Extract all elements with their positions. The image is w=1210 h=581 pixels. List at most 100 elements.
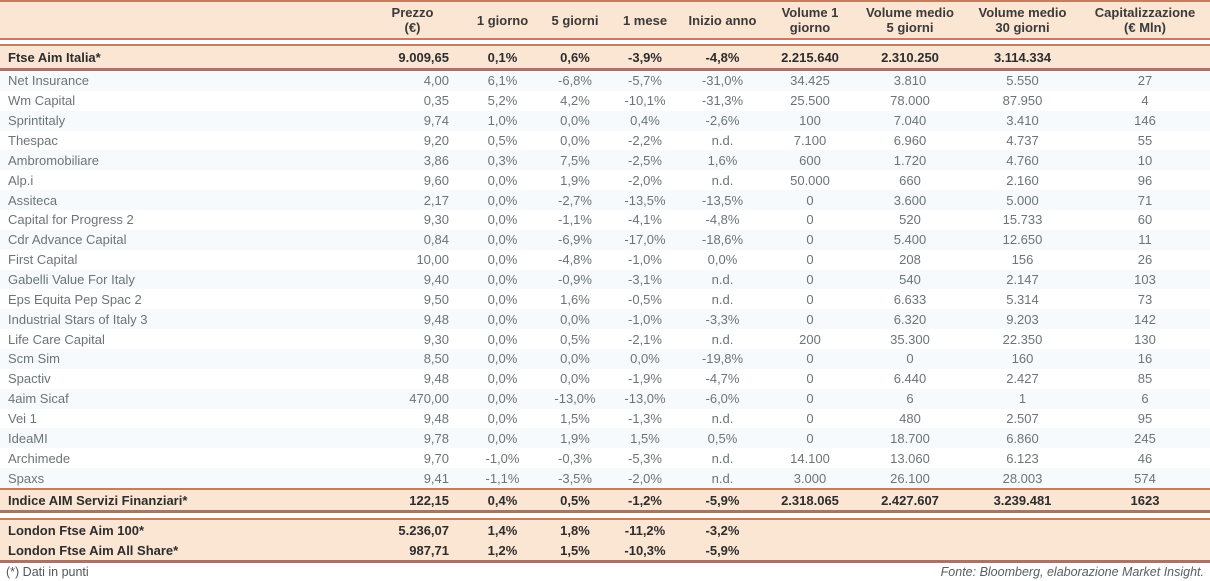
value-cell: 5.550	[1006, 73, 1039, 89]
value-cell: 1,5%	[630, 430, 660, 446]
table-row: Ambromobiliare 3,86 0,3% 7,5% -2,5% 1,6% 600 1.…	[0, 150, 1210, 171]
value-cell: -5,9%	[705, 492, 740, 508]
value-cell: 0	[806, 232, 814, 248]
table-row: Assiteca 2,17 0,0% -2,7% -13,5% -13,5% 0 3.600 5…	[0, 190, 1210, 211]
value-cell: 1	[1018, 391, 1027, 407]
value-cell: 0,0%	[560, 133, 590, 148]
value-cell: 0	[806, 291, 814, 307]
header-line: giorno	[789, 20, 831, 35]
value-cell: 14.100	[790, 450, 830, 466]
value-cell: 146	[1134, 113, 1156, 129]
value-cell: 9,48	[423, 371, 449, 387]
name-cell: Alp.i	[8, 172, 34, 188]
value-cell: -3,2%	[705, 522, 740, 538]
table-row: Life Care Capital 9,30 0,0% 0,5% -2,1% n.d. 20…	[0, 329, 1210, 349]
value-cell: -2,2%	[628, 133, 662, 148]
value-cell: 96	[1137, 172, 1153, 188]
value-cell: 6,1%	[487, 73, 518, 89]
value-cell: -3,9%	[628, 49, 662, 65]
value-cell: 0	[806, 371, 814, 387]
value-cell: 2,17	[423, 192, 449, 208]
header-gap	[0, 40, 1210, 44]
value-cell: 2.318.065	[781, 492, 839, 508]
value-cell: 7.040	[893, 113, 927, 129]
value-cell: -0,3%	[558, 450, 592, 466]
value-cell: 12.650	[1002, 232, 1043, 248]
value-cell: 2.215.640	[781, 49, 839, 65]
table-row: IdeaMI 9,78 0,0% 1,9% 1,5% 0,5% 0 18.700 6.860 24…	[0, 428, 1210, 449]
value-cell: 85	[1137, 371, 1153, 387]
header-cell: Capitalizzazione (€ Mln)	[1080, 5, 1210, 35]
section-gap	[0, 513, 1210, 518]
value-cell: 60	[1137, 212, 1153, 228]
source-credit: Fonte: Bloomberg, elaborazione Market In…	[940, 565, 1204, 579]
table-row: Industrial Stars of Italy 3 9,48 0,0% 0,0% -…	[0, 309, 1210, 330]
value-cell: -0,5%	[628, 291, 662, 307]
value-cell: 26.100	[890, 470, 930, 486]
value-cell: 3,86	[423, 152, 449, 168]
value-cell: 87.950	[1002, 93, 1043, 109]
value-cell: 26	[1137, 252, 1153, 268]
value-cell: 3.600	[893, 192, 927, 208]
value-cell: 0,0%	[487, 411, 518, 427]
value-cell: 4	[1141, 93, 1149, 109]
value-cell: 142	[1134, 311, 1156, 327]
value-cell: 1.720	[893, 152, 927, 168]
table-row: Spactiv 9,48 0,0% 0,0% -1,9% -4,7% 0 6.440 2.427…	[0, 369, 1210, 389]
value-cell: 15.733	[1002, 212, 1043, 228]
value-cell: 2.507	[1006, 411, 1039, 427]
value-cell: 9,48	[423, 311, 449, 327]
value-cell: 34.425	[790, 73, 830, 89]
value-cell: 22.350	[1002, 331, 1043, 347]
summary-row-bottom-line	[0, 510, 1210, 513]
value-cell: 0,0%	[487, 331, 518, 347]
value-cell: -3,5%	[558, 470, 592, 486]
value-cell: -2,5%	[628, 152, 662, 168]
name-cell: IdeaMI	[8, 430, 48, 446]
header-line: Inizio anno	[688, 12, 757, 28]
name-cell: Capital for Progress 2	[8, 212, 134, 228]
table-row: Archimede 9,70 -1,0% -0,3% -5,3% n.d. 14.100 13…	[0, 448, 1210, 468]
value-cell: -31,0%	[701, 73, 744, 89]
value-cell: -18,6%	[701, 232, 744, 248]
value-cell: 0,0%	[487, 212, 518, 228]
value-cell: -4,8%	[558, 252, 592, 268]
value-cell: 6.860	[1006, 430, 1039, 446]
value-cell: 0	[806, 311, 814, 327]
value-cell: 0	[806, 351, 814, 367]
value-cell: 1,8%	[560, 522, 590, 538]
value-cell: 9.203	[1006, 311, 1039, 327]
value-cell: -13,0%	[554, 391, 596, 407]
index-row-bottom-line	[0, 68, 1210, 71]
name-cell: Scm Sim	[8, 351, 60, 367]
header-cell: Volume medio 5 giorni	[855, 5, 965, 35]
value-cell: 0,1%	[487, 49, 518, 65]
value-cell: 6.633	[893, 291, 927, 307]
value-cell: 160	[1011, 351, 1034, 367]
value-cell: 0	[806, 430, 814, 446]
value-cell: 6.123	[1006, 450, 1039, 466]
value-cell: 0,0%	[487, 172, 518, 188]
value-cell: 5.236,07	[398, 522, 449, 538]
value-cell: 1,5%	[560, 411, 590, 427]
value-cell: 1,9%	[560, 172, 590, 188]
table-row: Alp.i 9,60 0,0% 1,9% -2,0% n.d. 50.000 660 2.160…	[0, 170, 1210, 190]
value-cell: 11	[1138, 232, 1152, 248]
value-cell: 9,50	[423, 291, 449, 307]
value-cell: 0,0%	[560, 311, 590, 327]
table-row: Net Insurance 4,00 6,1% -6,8% -5,7% -31,0% 34.…	[0, 71, 1210, 91]
value-cell: 4.737	[1006, 133, 1039, 148]
value-cell: -2,0%	[628, 172, 662, 188]
header-cell: 5 giorni	[540, 13, 610, 28]
value-cell: 103	[1134, 272, 1156, 288]
value-cell: 208	[899, 252, 921, 268]
value-cell: -0,9%	[558, 272, 592, 288]
value-cell: 0,6%	[560, 49, 590, 65]
value-cell: 6.960	[893, 133, 927, 148]
value-cell: 9,30	[423, 331, 449, 347]
value-cell: 10,00	[416, 252, 449, 268]
value-cell: 73	[1137, 291, 1153, 307]
name-cell: Sprintitaly	[8, 113, 66, 129]
value-cell: 200	[799, 331, 821, 347]
value-cell: 660	[899, 172, 921, 188]
